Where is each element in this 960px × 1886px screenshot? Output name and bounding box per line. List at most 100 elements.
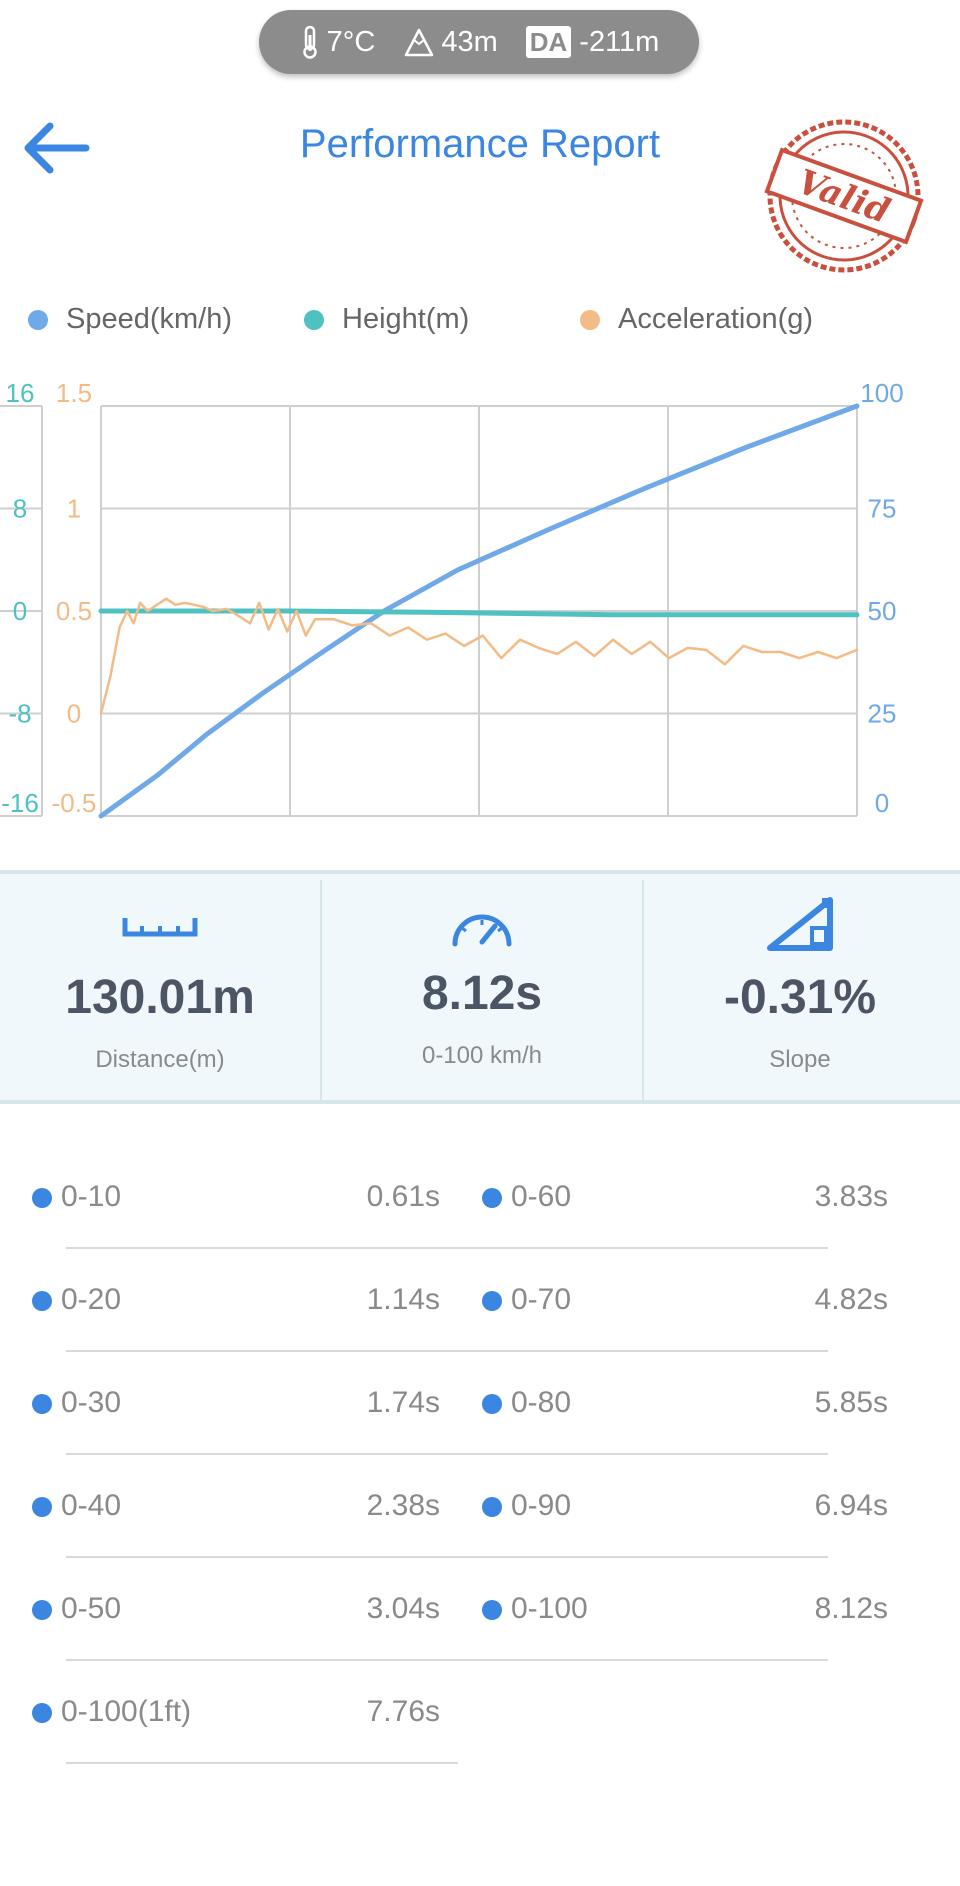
split-time: 2.38s <box>366 1489 440 1522</box>
split-bullet <box>482 1188 502 1208</box>
height-tick-label: 8 <box>13 494 27 524</box>
split-item: 0-80 5.85s <box>450 1356 888 1460</box>
distance-value: 130.01m <box>65 971 255 1024</box>
row-divider <box>66 1659 828 1661</box>
split-label: 0-60 <box>511 1180 572 1213</box>
split-item: 0-100(1ft) 7.76s <box>0 1665 440 1769</box>
height-tick-label: 16 <box>6 378 35 408</box>
split-label: 0-80 <box>511 1386 572 1419</box>
split-item: 0-50 3.04s <box>0 1562 440 1666</box>
split-label: 0-10 <box>61 1180 122 1213</box>
split-item: 0-60 3.83s <box>450 1150 888 1254</box>
legend-item-acceleration[interactable]: Acceleration(g) <box>580 303 813 336</box>
slope-stat: -0.31% Slope <box>640 874 960 1100</box>
split-label: 0-90 <box>511 1489 572 1522</box>
slope-value: -0.31% <box>723 971 877 1024</box>
acceleration-tick-label: 0.5 <box>56 596 92 626</box>
split-bullet <box>32 1497 52 1517</box>
split-bullet <box>482 1497 502 1517</box>
split-label: 0-100(1ft) <box>61 1695 192 1728</box>
split-item: 0-30 1.74s <box>0 1356 440 1460</box>
legend-height-label: Height(m) <box>342 303 470 335</box>
split-label: 0-30 <box>61 1386 122 1419</box>
chart-legend: Speed(km/h) Height(m) Acceleration(g) <box>0 303 960 343</box>
row-divider <box>66 1247 828 1249</box>
split-bullet <box>32 1703 52 1723</box>
acceleration-tick-label: 1 <box>67 494 81 524</box>
thermometer-icon <box>302 25 317 59</box>
legend-acceleration-dot <box>580 309 600 330</box>
split-label: 0-50 <box>61 1592 122 1625</box>
legend-speed-label: Speed(km/h) <box>66 303 233 335</box>
zero-to-hundred-label: 0-100 km/h <box>421 1042 543 1069</box>
distance-label: Distance(m) <box>95 1046 225 1073</box>
zero-to-hundred-value: 8.12s <box>421 967 543 1020</box>
stats-divider <box>320 880 322 1102</box>
acceleration-tick-label: 0 <box>67 699 81 729</box>
acceleration-time-stat: 8.12s 0-100 km/h <box>322 874 642 1100</box>
ruler-icon <box>122 918 198 937</box>
conditions-bar: 7°C 43m DA -211m <box>259 10 699 74</box>
row-divider <box>66 1453 828 1455</box>
altitude-value: 43m <box>441 25 498 58</box>
split-label: 0-100 <box>511 1592 588 1625</box>
speedometer-icon <box>452 914 512 947</box>
split-bullet <box>482 1394 502 1414</box>
density-altitude-item: DA -211m <box>525 26 659 59</box>
split-bullet <box>482 1291 502 1311</box>
split-bullet <box>482 1600 502 1620</box>
split-bullet <box>32 1394 52 1414</box>
split-item: 0-70 4.82s <box>450 1253 888 1357</box>
split-time: 1.74s <box>366 1386 440 1419</box>
mountain-icon <box>405 28 434 57</box>
split-label: 0-40 <box>61 1489 122 1522</box>
row-divider <box>66 1556 828 1558</box>
split-time: 3.83s <box>814 1180 888 1213</box>
legend-item-height[interactable]: Height(m) <box>304 303 469 336</box>
row-divider <box>66 1762 458 1764</box>
back-arrow-icon[interactable] <box>20 118 90 178</box>
split-time: 4.82s <box>814 1283 888 1316</box>
altitude-item: 43m <box>403 25 498 59</box>
legend-height-dot <box>304 309 324 330</box>
split-time: 8.12s <box>814 1592 888 1625</box>
split-item: 0-20 1.14s <box>0 1253 440 1357</box>
height-tick-label: -8 <box>8 699 31 729</box>
split-time: 1.14s <box>366 1283 440 1316</box>
split-item: 0-10 0.61s <box>0 1150 440 1254</box>
speed-tick-label: 100 <box>860 378 903 408</box>
split-item: 0-100 8.12s <box>450 1562 888 1666</box>
split-time: 0.61s <box>366 1180 440 1213</box>
slope-icon <box>767 897 833 951</box>
stats-divider <box>642 880 644 1102</box>
speed-tick-label: 50 <box>868 596 897 626</box>
temperature-item: 7°C <box>299 25 376 59</box>
speed-tick-label: 0 <box>875 788 889 818</box>
page-title: Performance Report <box>299 122 661 166</box>
speed-tick-label: 75 <box>868 494 897 524</box>
da-badge: DA <box>525 26 572 58</box>
distance-stat: 130.01m Distance(m) <box>0 874 320 1100</box>
split-time: 6.94s <box>814 1489 888 1522</box>
split-item: 0-40 2.38s <box>0 1459 440 1563</box>
split-time: 7.76s <box>366 1695 440 1728</box>
acceleration-series-line <box>99 597 859 715</box>
speed-tick-label: 25 <box>868 699 897 729</box>
split-label: 0-20 <box>61 1283 122 1316</box>
split-item: 0-90 6.94s <box>450 1459 888 1563</box>
legend-speed-dot <box>28 309 48 330</box>
temperature-value: 7°C <box>326 25 376 58</box>
split-time: 3.04s <box>366 1592 440 1625</box>
height-tick-label: -16 <box>1 788 39 818</box>
row-divider <box>66 1350 828 1352</box>
height-tick-label: 0 <box>13 596 27 626</box>
performance-chart: 16 8 0 -8 -16 1.5 1 0.5 0 -0.5 100 75 50 25 0 <box>0 378 904 819</box>
split-bullet <box>32 1291 52 1311</box>
legend-item-speed[interactable]: Speed(km/h) <box>28 303 232 336</box>
split-bullet <box>32 1188 52 1208</box>
summary-stats-panel: 130.01m Distance(m) 8.12s 0-100 km/h -0.… <box>0 870 960 1104</box>
split-label: 0-70 <box>511 1283 572 1316</box>
split-bullet <box>32 1600 52 1620</box>
legend-acceleration-label: Acceleration(g) <box>618 303 814 335</box>
acceleration-tick-label: 1.5 <box>56 378 92 408</box>
